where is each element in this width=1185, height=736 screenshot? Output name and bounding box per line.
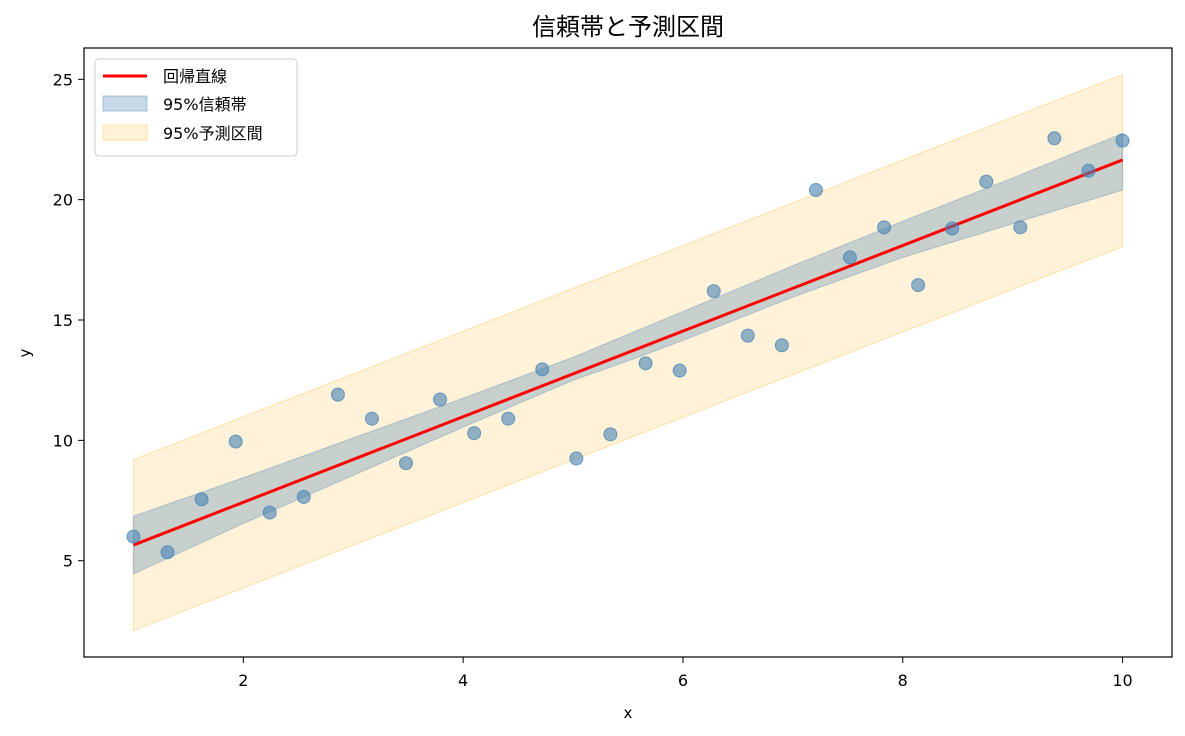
scatter-point bbox=[842, 250, 857, 265]
y-tick-label: 10 bbox=[53, 431, 73, 450]
x-tick-label: 8 bbox=[898, 671, 908, 690]
x-tick-label: 6 bbox=[678, 671, 688, 690]
legend-swatch-confidence bbox=[102, 95, 148, 112]
y-tick-label: 5 bbox=[63, 552, 73, 571]
scatter-point bbox=[535, 362, 550, 377]
scatter-point bbox=[911, 278, 926, 293]
scatter-point bbox=[877, 220, 892, 235]
scatter-point bbox=[1013, 220, 1028, 235]
scatter-point bbox=[979, 174, 994, 189]
scatter-point bbox=[1081, 163, 1096, 178]
scatter-point bbox=[603, 427, 618, 442]
legend-label-regression: 回帰直線 bbox=[163, 67, 227, 86]
x-tick-label: 2 bbox=[238, 671, 248, 690]
scatter-point bbox=[501, 411, 516, 426]
axes-frame bbox=[83, 47, 1173, 658]
scatter-point bbox=[330, 387, 345, 402]
scatter-point bbox=[569, 451, 584, 466]
y-axis-label: y bbox=[16, 348, 34, 357]
scatter-point bbox=[399, 456, 414, 471]
y-tick-label: 25 bbox=[53, 70, 73, 89]
scatter-point bbox=[1047, 131, 1062, 146]
scatter-point bbox=[945, 221, 960, 236]
legend-label-confidence: 95%信頼帯 bbox=[163, 95, 247, 114]
scatter-point bbox=[194, 492, 209, 507]
scatter-point bbox=[296, 489, 311, 504]
regression-line-layer bbox=[132, 158, 1124, 547]
x-axis-label: x bbox=[624, 704, 633, 722]
y-tick-label: 20 bbox=[53, 191, 73, 210]
x-axis-ticks: 2 4 6 8 10 bbox=[238, 657, 1133, 690]
x-tick-label: 10 bbox=[1112, 671, 1132, 690]
scatter-point bbox=[638, 356, 653, 371]
scatter-point bbox=[228, 434, 243, 449]
y-tick-label: 15 bbox=[53, 311, 73, 330]
legend-label-prediction: 95%予測区間 bbox=[163, 124, 263, 143]
scatter-point bbox=[467, 426, 482, 441]
plot-area bbox=[126, 73, 1130, 632]
x-tick-label: 4 bbox=[458, 671, 468, 690]
scatter-point bbox=[262, 505, 277, 520]
regression-line bbox=[132, 158, 1124, 547]
scatter-layer bbox=[126, 131, 1130, 560]
y-axis-ticks: 5 10 15 20 25 bbox=[53, 70, 84, 571]
scatter-point bbox=[1115, 133, 1130, 148]
scatter-point bbox=[126, 529, 141, 544]
scatter-point bbox=[364, 411, 379, 426]
scatter-point bbox=[808, 183, 823, 198]
scatter-point bbox=[672, 363, 687, 378]
scatter-point bbox=[706, 284, 721, 299]
scatter-point bbox=[740, 328, 755, 343]
chart-title: 信頼帯と予測区間 bbox=[532, 13, 724, 41]
scatter-point bbox=[160, 545, 175, 560]
scatter-point bbox=[433, 392, 448, 407]
legend-swatch-prediction bbox=[102, 124, 148, 141]
scatter-point bbox=[774, 338, 789, 353]
legend-box bbox=[94, 58, 298, 157]
legend: 回帰直線 95%信頼帯 95%予測区間 bbox=[94, 58, 298, 157]
